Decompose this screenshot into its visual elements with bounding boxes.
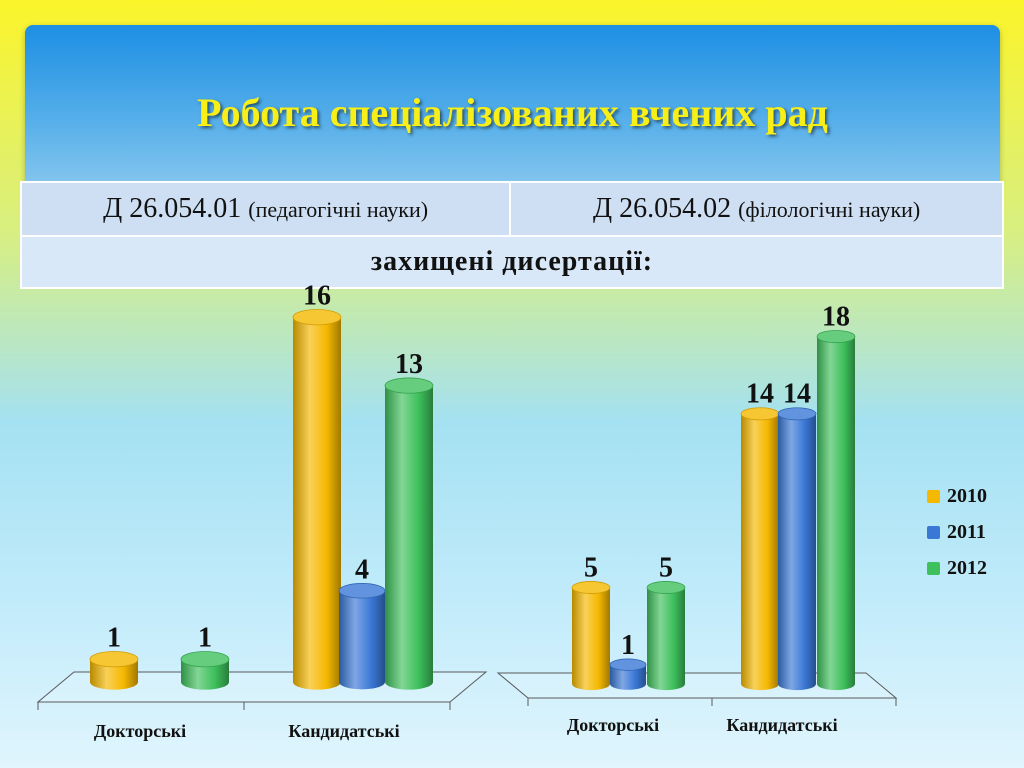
bar-body	[778, 413, 816, 691]
category-label: Кандидатські	[726, 715, 837, 735]
legend-swatch-2012	[927, 561, 940, 575]
bar-body	[339, 590, 385, 690]
legend-item-2011: 2011	[927, 514, 987, 550]
category-label: Докторські	[567, 715, 659, 735]
bar-top	[777, 407, 817, 421]
bar-body	[741, 413, 779, 691]
bar-top	[89, 651, 139, 668]
bar-top	[646, 581, 686, 594]
bar-body	[610, 664, 646, 690]
bar-top	[816, 330, 856, 344]
data-label: 16	[303, 281, 331, 312]
bar-2012-candidate	[384, 377, 434, 690]
council-1-code: Д 26.054.01	[103, 193, 242, 224]
slide-title: Робота спеціалізованих вчених рад	[197, 90, 828, 135]
council-1-field: (педагогічні науки)	[248, 197, 429, 222]
bar-2011-candidate	[338, 583, 386, 690]
data-label: 1	[198, 623, 212, 654]
councils-row: Д 26.054.01 (педагогічні науки) Д 26.054…	[19, 181, 1004, 237]
bar-body	[385, 385, 434, 690]
legend-item-2010: 2010	[927, 478, 987, 514]
chart-council-1: Докторські Кандидатські 1 1 16 4 13	[36, 281, 488, 741]
subheader-row: захищені дисертації:	[20, 235, 1004, 289]
bar-2010-candidate	[292, 309, 342, 690]
title-banner: Робота спеціалізованих вчених рад	[25, 25, 1000, 188]
chart-legend: 2010 2011 2012	[927, 478, 987, 586]
data-label: 14	[783, 379, 811, 410]
bar-body	[817, 336, 855, 691]
council-2-field: (філологічні науки)	[738, 197, 921, 222]
legend-swatch-2010	[927, 489, 940, 503]
legend-swatch-2011	[927, 525, 940, 539]
legend-label-2010: 2010	[947, 484, 987, 507]
council-2-cell: Д 26.054.02 (філологічні науки)	[509, 181, 1004, 237]
bar-body	[647, 587, 685, 691]
bar-body	[90, 659, 138, 690]
bar-2012-doctoral	[180, 651, 230, 690]
bar-top	[292, 309, 342, 326]
bar-top	[180, 651, 230, 668]
bar-2011-candidate	[777, 407, 817, 691]
council-1-cell: Д 26.054.01 (педагогічні науки)	[19, 181, 512, 237]
bar-2010-candidate	[740, 407, 780, 691]
legend-item-2012: 2012	[927, 550, 987, 586]
legend-label-2011: 2011	[947, 520, 986, 543]
category-label: Докторські	[94, 721, 186, 741]
data-label: 13	[395, 349, 423, 380]
bar-body	[181, 659, 229, 690]
data-label: 5	[584, 552, 598, 583]
data-label: 18	[822, 302, 850, 333]
data-label: 14	[746, 379, 774, 410]
category-label: Кандидатські	[288, 721, 399, 741]
bar-top	[338, 583, 386, 599]
data-label: 4	[355, 554, 369, 585]
bar-top	[609, 658, 647, 671]
data-label: 1	[621, 630, 635, 661]
bar-top	[571, 581, 611, 594]
data-label: 1	[107, 623, 121, 654]
bar-2011-doctoral	[609, 658, 647, 690]
defended-dissertations-label: захищені дисертації:	[20, 235, 1004, 289]
legend-label-2012: 2012	[947, 556, 987, 579]
data-label: 5	[659, 552, 673, 583]
bar-body	[293, 317, 341, 690]
bar-top	[384, 377, 434, 394]
chart-council-2: Докторські Кандидатські 5 1 5 14 14 18	[496, 302, 898, 735]
bar-2012-candidate	[816, 330, 856, 691]
bar-2010-doctoral	[571, 581, 611, 691]
council-2-code: Д 26.054.02	[592, 193, 732, 224]
bar-2010-doctoral	[89, 651, 139, 690]
bar-body	[572, 587, 610, 691]
bar-2012-doctoral	[646, 581, 686, 691]
councils-table: Д 26.054.01 (педагогічні науки) Д 26.054…	[19, 181, 1004, 289]
